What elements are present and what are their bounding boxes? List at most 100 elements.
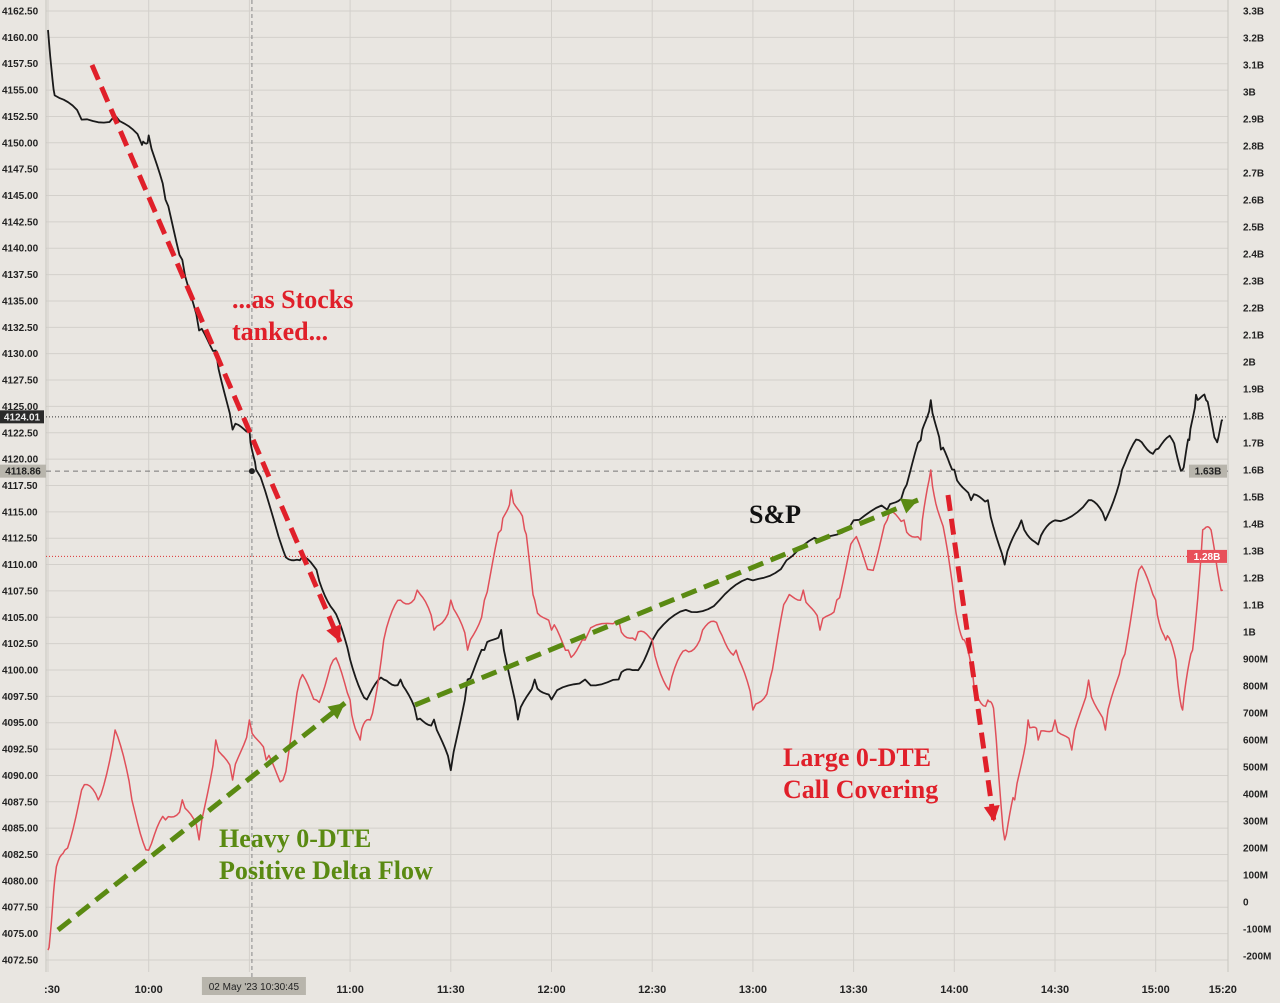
- left-tick-label: 4090.00: [2, 771, 39, 782]
- right-tick-label: 2.4B: [1243, 250, 1264, 261]
- flow-series-line: [47, 469, 1223, 951]
- x-tick-label: :30: [44, 984, 60, 996]
- left-tick-label: 4122.50: [2, 428, 39, 439]
- left-tick-label: 4127.50: [2, 376, 39, 387]
- right-tick-label: 800M: [1243, 682, 1268, 693]
- left-tick-label: 4157.50: [2, 59, 39, 70]
- right-tick-label: 500M: [1243, 763, 1268, 774]
- last-price-badge: 4124.01: [4, 412, 41, 423]
- left-tick-label: 4132.50: [2, 323, 39, 334]
- right-tick-label: 2.9B: [1243, 115, 1264, 126]
- right-tick-label: 1.7B: [1243, 439, 1264, 450]
- right-tick-label: 700M: [1243, 709, 1268, 720]
- x-tick-label: 11:00: [336, 984, 364, 996]
- right-tick-label: 2.6B: [1243, 196, 1264, 207]
- right-tick-label: 2.7B: [1243, 169, 1264, 180]
- left-tick-label: 4102.50: [2, 639, 39, 650]
- left-tick-label: 4112.50: [2, 534, 38, 545]
- green-arrow-flow: [56, 701, 347, 932]
- right-tick-label: 3.1B: [1243, 61, 1264, 72]
- right-tick-label: 2.2B: [1243, 304, 1264, 315]
- right-tick-label: 3B: [1243, 88, 1256, 99]
- crosshair-price-badge: 4118.86: [5, 467, 41, 478]
- crosshair-time-badge-bg: [201, 977, 306, 995]
- x-tick-label: 15:00: [1142, 984, 1170, 996]
- left-tick-label: 4147.50: [2, 165, 39, 176]
- right-tick-label: 1B: [1243, 628, 1256, 639]
- left-tick-label: 4075.00: [2, 929, 39, 940]
- left-tick-label: 4142.50: [2, 217, 39, 228]
- right-tick-label: 1.2B: [1243, 574, 1264, 585]
- crosshair-right-badge: 1.63B: [1195, 467, 1222, 478]
- left-tick-label: 4150.00: [2, 138, 39, 149]
- x-tick-label: 14:30: [1041, 984, 1069, 996]
- left-tick-label: 4092.50: [2, 745, 39, 756]
- left-tick-label: 4097.50: [2, 692, 39, 703]
- right-tick-label: 2.5B: [1243, 223, 1264, 234]
- green-arrow-flow-head: [327, 703, 345, 720]
- left-tick-label: 4130.00: [2, 349, 39, 360]
- right-tick-label: 1.8B: [1243, 412, 1264, 423]
- left-tick-label: 4085.00: [2, 824, 39, 835]
- right-tick-label: 600M: [1243, 736, 1268, 747]
- left-tick-label: 4082.50: [2, 850, 39, 861]
- x-tick-label: 11:30: [437, 984, 465, 996]
- right-tick-label: 900M: [1243, 655, 1268, 666]
- right-tick-label: 1.1B: [1243, 601, 1264, 612]
- left-tick-label: 4087.50: [2, 797, 39, 808]
- right-tick-label: -100M: [1243, 925, 1271, 936]
- right-tick-label: 300M: [1243, 817, 1268, 828]
- x-tick-label: 10:00: [135, 984, 163, 996]
- left-tick-label: 4160.00: [2, 33, 39, 44]
- x-tick-label: 14:00: [940, 984, 968, 996]
- x-tick-label: 13:00: [739, 984, 767, 996]
- right-tick-label: 1.6B: [1243, 466, 1264, 477]
- annotation-call-covering: Large 0-DTE Call Covering: [783, 743, 939, 804]
- left-tick-label: 4080.00: [2, 876, 39, 887]
- left-tick-label: 4145.00: [2, 191, 39, 202]
- x-tick-label: 12:30: [638, 984, 666, 996]
- right-tick-label: 2.8B: [1243, 142, 1264, 153]
- crosshair-right-badge-bg: [1189, 464, 1227, 478]
- green-arrow-sp-head: [900, 498, 918, 514]
- right-tick-label: 400M: [1243, 790, 1268, 801]
- left-tick-label: 4137.50: [2, 270, 39, 281]
- right-tick-label: 1.3B: [1243, 547, 1264, 558]
- left-tick-label: 4140.00: [2, 244, 39, 255]
- left-tick-label: 4135.00: [2, 296, 39, 307]
- left-tick-label: 4107.50: [2, 586, 39, 597]
- left-tick-label: 4152.50: [2, 112, 39, 123]
- right-tick-label: 2.1B: [1243, 331, 1264, 342]
- annotation-sp-label: S&P: [749, 500, 801, 529]
- crosshair-price-badge-bg: [0, 464, 46, 478]
- red-arrow-decline-head: [326, 624, 342, 642]
- left-tick-label: 4110.00: [2, 560, 38, 571]
- red-arrow-covering-head: [983, 805, 1000, 822]
- crosshair-point: [248, 468, 255, 475]
- right-tick-label: 100M: [1243, 871, 1268, 882]
- annotation-positive-delta-flow: Heavy 0-DTE Positive Delta Flow: [219, 824, 433, 885]
- left-tick-label: 4105.00: [2, 613, 39, 624]
- left-tick-label: 4115.00: [2, 507, 38, 518]
- right-tick-label: -200M: [1243, 952, 1271, 963]
- x-tick-label: 13:30: [840, 984, 868, 996]
- left-tick-label: 4117.50: [2, 481, 38, 492]
- right-tick-label: 2.3B: [1243, 277, 1264, 288]
- left-tick-label: 4100.00: [2, 666, 39, 677]
- left-tick-label: 4072.50: [2, 955, 39, 966]
- annotation-stocks-tanked: ...as Stocks tanked...: [232, 285, 354, 346]
- right-tick-label: 3.2B: [1243, 34, 1264, 45]
- last-flow-badge-bg: [1187, 549, 1227, 563]
- right-tick-label: 1.5B: [1243, 493, 1264, 504]
- x-tick-label: 15:20: [1209, 984, 1237, 996]
- right-tick-label: 200M: [1243, 844, 1268, 855]
- right-tick-label: 0: [1243, 898, 1249, 909]
- left-tick-label: 4155.00: [2, 86, 39, 97]
- right-tick-label: 2B: [1243, 358, 1256, 369]
- x-tick-label: 12:00: [537, 984, 565, 996]
- last-price-badge-bg: [0, 410, 44, 424]
- left-tick-label: 4125.00: [2, 402, 39, 413]
- last-flow-badge: 1.28B: [1194, 552, 1221, 563]
- left-tick-label: 4095.00: [2, 718, 39, 729]
